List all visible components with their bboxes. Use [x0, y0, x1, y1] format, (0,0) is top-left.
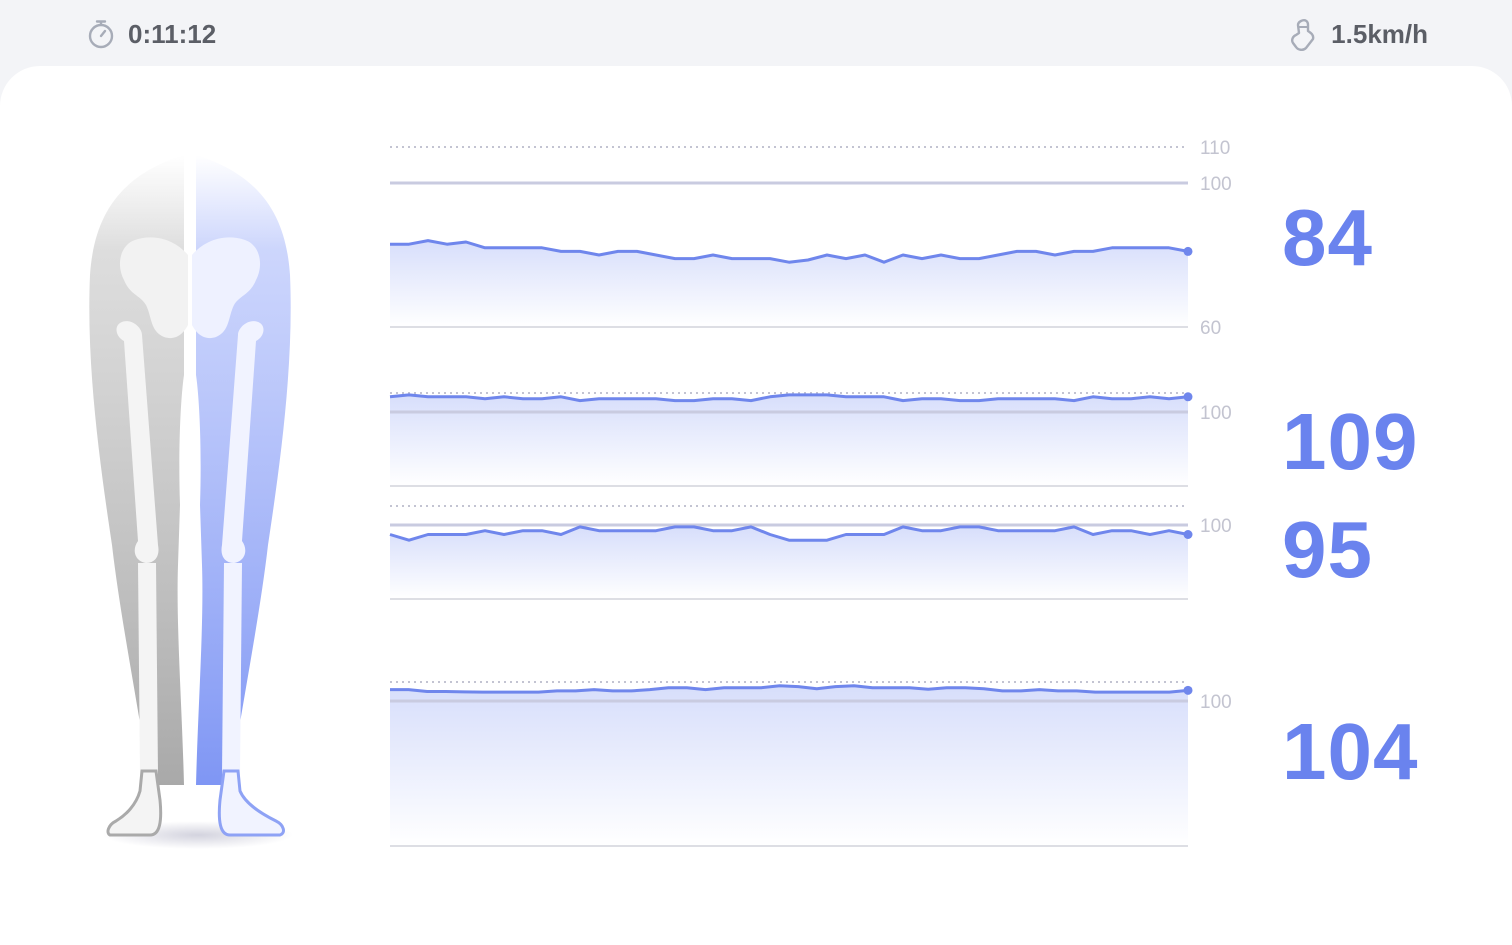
- chart-3-series-line: [389, 525, 1189, 542]
- chart-4-area: [390, 685, 1188, 846]
- current-value-2: 109: [1282, 397, 1419, 486]
- chart-2-series-line: [389, 393, 1189, 403]
- chart-1-tick-label-100: 100: [1200, 174, 1232, 195]
- walking-speed: 1.5km/h: [1287, 16, 1428, 52]
- chart-1-current-point: [1183, 246, 1193, 256]
- current-value-3: 95: [1282, 505, 1373, 594]
- current-value-1: 84: [1282, 193, 1373, 282]
- chart-4-series-line: [390, 684, 1189, 694]
- chart-2-tick-label-100: 100: [1200, 403, 1232, 424]
- chart-1-tick-label-60: 60: [1200, 318, 1221, 339]
- speed-value: 1.5km/h: [1331, 18, 1428, 49]
- chart-1-area: [390, 240, 1188, 327]
- timer-value: 0:11:12: [128, 18, 217, 49]
- shoe-icon: [1287, 17, 1319, 51]
- chart-3-current-point: [1183, 530, 1193, 539]
- chart-1-series-line: [390, 239, 1189, 264]
- current-value-4: 104: [1282, 707, 1419, 796]
- chart-3-tick-label-100: 100: [1200, 516, 1232, 537]
- chart-2-area: [390, 394, 1188, 486]
- stopwatch-icon: [86, 18, 116, 50]
- session-timer: 0:11:12: [86, 16, 216, 52]
- top-status-bar: 0:11:12 1.5km/h: [0, 0, 1512, 66]
- chart-3-area: [390, 526, 1188, 599]
- chart-4-current-point: [1183, 685, 1193, 695]
- chart-1-tick-label-110: 110: [1200, 138, 1230, 159]
- chart-2-current-point: [1183, 392, 1193, 402]
- chart-4-tick-label-100: 100: [1200, 692, 1232, 713]
- leg-skeleton-illustration: [80, 145, 320, 875]
